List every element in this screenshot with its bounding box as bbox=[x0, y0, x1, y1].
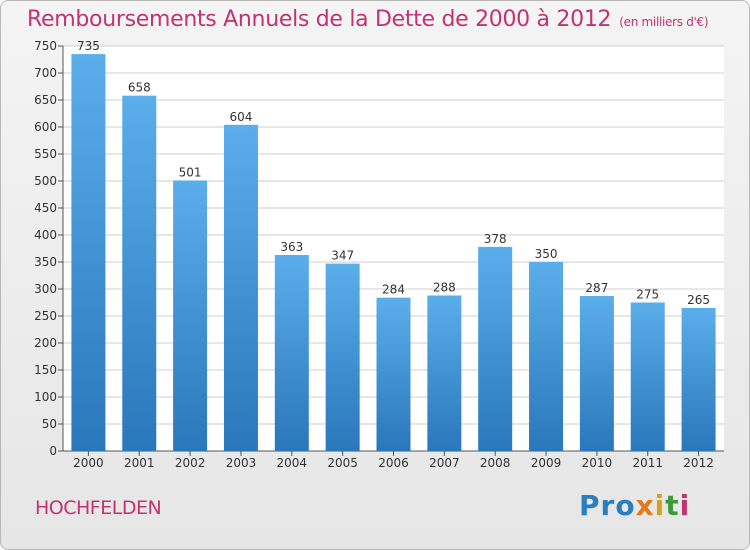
value-label: 275 bbox=[636, 288, 659, 302]
bar-2001 bbox=[122, 95, 157, 452]
y-tick-label: 50 bbox=[42, 417, 57, 431]
x-tick-label: 2007 bbox=[429, 456, 460, 470]
value-label: 501 bbox=[179, 165, 202, 179]
bar-2002 bbox=[173, 180, 208, 451]
y-tick-label: 700 bbox=[34, 66, 57, 80]
logo-part: Pro bbox=[579, 489, 636, 522]
y-tick-label: 300 bbox=[34, 282, 57, 296]
logo-part: x bbox=[635, 489, 655, 522]
bar-2009 bbox=[529, 262, 564, 451]
logo-part: i bbox=[654, 489, 666, 522]
logo-part: t bbox=[665, 489, 680, 522]
y-tick-label: 750 bbox=[34, 39, 57, 53]
bar-2008 bbox=[478, 246, 513, 451]
x-tick-label: 2004 bbox=[277, 456, 308, 470]
bar-2000 bbox=[71, 54, 106, 451]
proxiti-logo: Proxiti bbox=[579, 489, 690, 522]
x-tick-label: 2002 bbox=[175, 456, 206, 470]
y-tick-label: 400 bbox=[34, 228, 57, 242]
value-label: 735 bbox=[77, 39, 100, 53]
x-tick-label: 2005 bbox=[327, 456, 358, 470]
value-label: 347 bbox=[331, 249, 354, 263]
labels: 0 50 100 150 200 250 300 350 400 450 500 550 600 650 7… bbox=[34, 39, 714, 470]
y-tick-label: 0 bbox=[49, 444, 57, 458]
value-label: 604 bbox=[230, 110, 253, 124]
y-tick-label: 250 bbox=[34, 309, 57, 323]
bar-2007 bbox=[427, 295, 462, 451]
x-tick-label: 2010 bbox=[582, 456, 613, 470]
bar-2012 bbox=[681, 307, 716, 451]
y-tick-label: 200 bbox=[34, 336, 57, 350]
x-tick-label: 2011 bbox=[632, 456, 663, 470]
y-tick-label: 650 bbox=[34, 93, 57, 107]
chart-title-text: Remboursements Annuels de la Dette de 20… bbox=[27, 7, 612, 32]
chart-subtitle: (en milliers d'€) bbox=[619, 15, 709, 29]
x-tick-label: 2000 bbox=[73, 456, 104, 470]
y-tick-label: 450 bbox=[34, 201, 57, 215]
bar-2005 bbox=[325, 263, 360, 451]
x-tick-label: 2009 bbox=[531, 456, 562, 470]
logo-part: i bbox=[679, 489, 691, 522]
bars bbox=[71, 54, 716, 452]
value-label: 363 bbox=[280, 240, 303, 254]
y-tick-label: 600 bbox=[34, 120, 57, 134]
x-tick-label: 2012 bbox=[683, 456, 714, 470]
y-tick-label: 550 bbox=[34, 147, 57, 161]
x-tick-label: 2008 bbox=[480, 456, 511, 470]
city-name: HOCHFELDEN bbox=[35, 497, 162, 519]
x-tick-label: 2001 bbox=[124, 456, 155, 470]
value-label: 378 bbox=[484, 232, 507, 246]
value-label: 287 bbox=[585, 281, 608, 295]
value-label: 284 bbox=[382, 283, 405, 297]
value-label: 350 bbox=[535, 247, 558, 261]
chart-title: Remboursements Annuels de la Dette de 20… bbox=[27, 7, 709, 32]
bar-2010 bbox=[579, 296, 614, 451]
bar-2006 bbox=[376, 297, 411, 451]
value-label: 658 bbox=[128, 81, 151, 95]
x-tick-label: 2006 bbox=[378, 456, 409, 470]
y-tick-label: 350 bbox=[34, 255, 57, 269]
y-tick-label: 500 bbox=[34, 174, 57, 188]
value-label: 265 bbox=[687, 293, 710, 307]
value-label: 288 bbox=[433, 280, 456, 294]
x-tick-label: 2003 bbox=[226, 456, 257, 470]
bar-2003 bbox=[223, 124, 258, 451]
bar-2011 bbox=[630, 302, 665, 451]
bar-2004 bbox=[274, 254, 309, 451]
y-tick-label: 100 bbox=[34, 390, 57, 404]
y-tick-label: 150 bbox=[34, 363, 57, 377]
